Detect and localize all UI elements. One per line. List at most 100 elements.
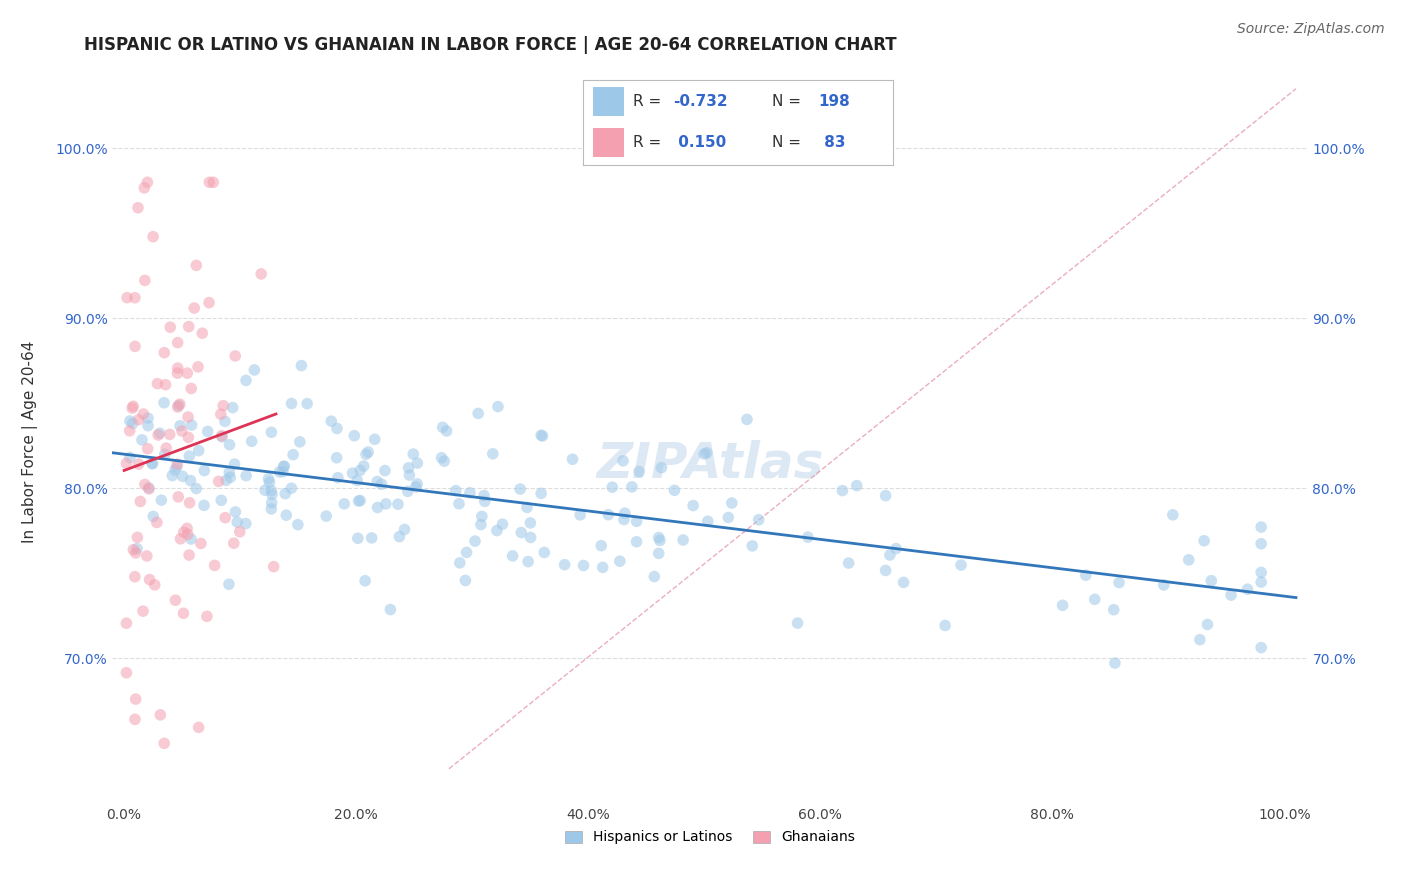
Point [349, 463, 371, 477]
Bar [593, 87, 624, 116]
Point [180, 532, 202, 546]
Point [402, 447, 425, 461]
Point [1192, 533, 1215, 548]
Point [554, 558, 576, 572]
Point [186, 482, 208, 496]
Point [1177, 553, 1199, 567]
Point [235, 373, 257, 387]
Point [591, 539, 613, 553]
Point [374, 464, 396, 478]
Point [136, 411, 159, 425]
Point [274, 486, 297, 500]
Point [797, 530, 820, 544]
Point [124, 712, 146, 726]
Point [176, 366, 198, 380]
Point [470, 517, 492, 532]
Point [366, 475, 388, 489]
Point [569, 508, 592, 522]
Point [166, 459, 188, 474]
Point [163, 463, 186, 477]
Point [127, 530, 149, 544]
Point [142, 509, 165, 524]
Point [374, 497, 396, 511]
Point [138, 573, 160, 587]
Point [1108, 575, 1130, 590]
Point [613, 512, 636, 526]
Point [436, 424, 458, 438]
Text: N =: N = [772, 94, 801, 109]
Point [845, 478, 868, 492]
Point [177, 409, 200, 424]
Point [280, 481, 302, 495]
Point [243, 363, 266, 377]
Point [613, 506, 636, 520]
Point [1201, 574, 1223, 588]
Point [193, 499, 215, 513]
Text: 198: 198 [818, 94, 851, 109]
Point [169, 397, 191, 411]
Point [472, 489, 495, 503]
Point [1104, 656, 1126, 670]
Point [125, 541, 148, 556]
Point [346, 474, 368, 488]
Point [204, 558, 226, 573]
Point [253, 483, 276, 498]
Point [146, 428, 169, 442]
Point [464, 534, 486, 549]
Point [720, 496, 742, 510]
Point [398, 460, 420, 475]
Point [364, 432, 387, 446]
Point [165, 593, 187, 607]
Point [132, 604, 155, 618]
Point [257, 472, 280, 486]
Point [224, 505, 246, 519]
Point [273, 459, 295, 474]
Point [153, 447, 176, 461]
Point [1236, 582, 1258, 597]
Point [326, 421, 349, 435]
Point [517, 555, 540, 569]
Point [502, 549, 524, 563]
Point [202, 175, 225, 189]
Point [166, 457, 188, 471]
Point [179, 496, 201, 510]
Point [259, 475, 281, 490]
Point [346, 531, 368, 545]
Point [281, 448, 304, 462]
Point [682, 499, 704, 513]
Point [831, 483, 853, 498]
Point [134, 477, 156, 491]
Point [169, 532, 191, 546]
Point [155, 377, 177, 392]
Point [1250, 520, 1272, 534]
Point [370, 477, 392, 491]
Point [333, 497, 356, 511]
Bar [593, 128, 624, 157]
Point [626, 534, 648, 549]
Point [153, 396, 176, 410]
Point [115, 616, 138, 631]
Point [280, 396, 302, 410]
Point [263, 559, 285, 574]
Point [153, 345, 176, 359]
Point [321, 414, 343, 428]
Point [380, 602, 402, 616]
Text: ZIPAtlas: ZIPAtlas [596, 439, 824, 487]
Point [295, 397, 318, 411]
Point [159, 320, 181, 334]
Point [664, 483, 686, 498]
Point [250, 267, 273, 281]
Point [276, 508, 298, 523]
Point [260, 483, 283, 498]
Point [357, 445, 380, 459]
Point [875, 489, 897, 503]
Point [155, 441, 177, 455]
Point [950, 558, 973, 572]
Point [387, 497, 409, 511]
Point [879, 548, 901, 562]
Point [271, 465, 294, 479]
Point [197, 425, 219, 439]
Point [224, 349, 246, 363]
Point [394, 523, 416, 537]
Point [530, 428, 553, 442]
